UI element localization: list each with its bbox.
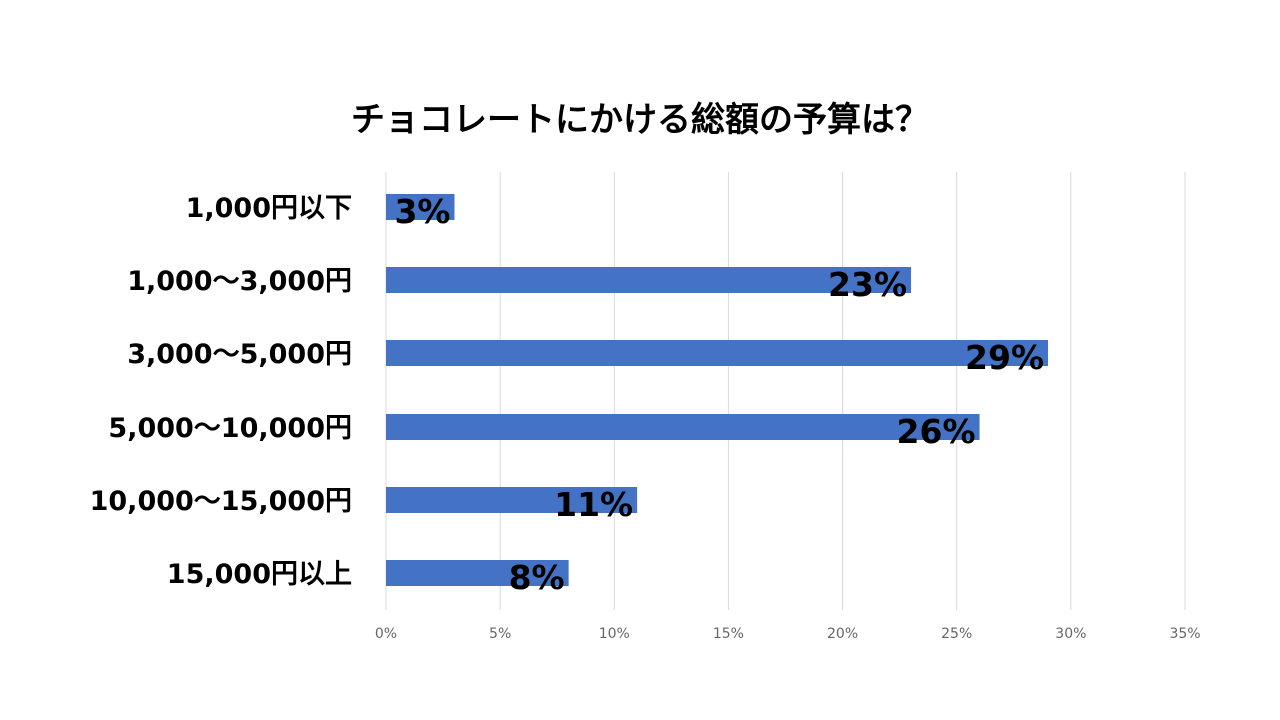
category-label: 10,000～15,000円: [90, 486, 352, 517]
data-label: 23%: [828, 265, 907, 304]
category-label: 5,000～10,000円: [108, 413, 352, 444]
x-tick-label: 20%: [827, 626, 858, 642]
bar: [386, 340, 1049, 366]
bar: [386, 414, 980, 440]
x-tick-label: 30%: [1055, 626, 1086, 642]
data-label: 3%: [394, 192, 450, 231]
category-label: 1,000円以下: [186, 193, 352, 224]
x-tick-label: 25%: [941, 626, 972, 642]
x-tick-label: 35%: [1169, 626, 1200, 642]
grid-lines: [385, 172, 1186, 610]
x-tick-label: 5%: [489, 626, 511, 642]
category-label: 15,000円以上: [167, 559, 352, 590]
x-tick-label: 0%: [375, 626, 397, 642]
bar: [386, 194, 455, 220]
data-label: 29%: [965, 338, 1044, 377]
chart-title: チョコレートにかける総額の予算は？: [351, 100, 929, 140]
category-label: 1,000～3,000円: [127, 266, 352, 297]
data-label: 8%: [509, 558, 565, 597]
labels: 0% 5% 10% 15% 20% 25% 30% 35% 1,000円以下 3% 1,000～3,…: [90, 192, 1201, 642]
data-label: 26%: [897, 412, 976, 451]
x-tick-label: 15%: [713, 626, 744, 642]
x-tick-label: 10%: [599, 626, 630, 642]
bar: [386, 267, 912, 293]
bar: [386, 560, 569, 586]
data-label: 11%: [554, 485, 633, 524]
bars: [386, 194, 1049, 586]
category-label: 3,000～5,000円: [127, 339, 352, 370]
bar: [386, 487, 638, 513]
